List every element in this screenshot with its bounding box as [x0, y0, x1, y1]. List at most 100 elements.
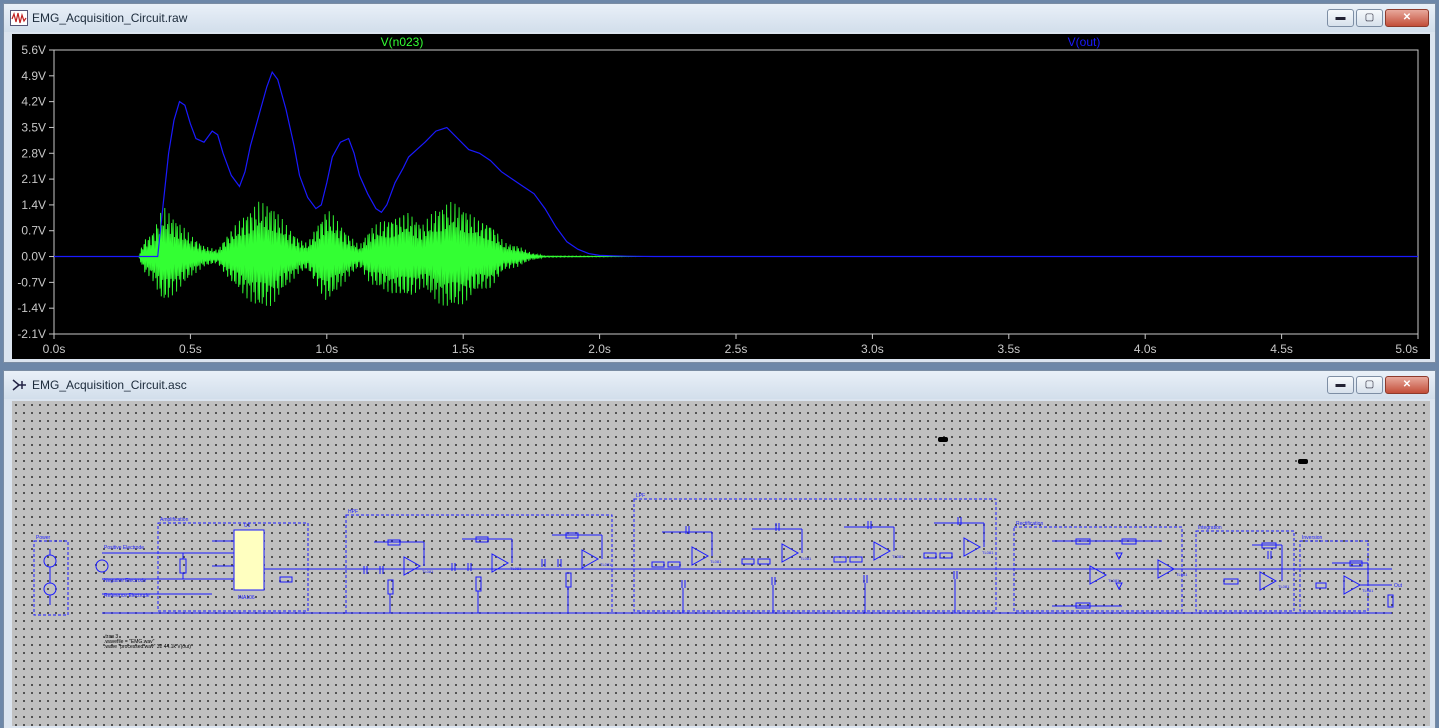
hpf-opamp-2 [491, 553, 510, 573]
y-tick-label: 4.9V [21, 69, 46, 83]
opamp-part-label: TL081 [600, 562, 612, 567]
waveform-window: EMG_Acquisition_Circuit.raw ▬ ▢ ✕ 5.6V 4.… [3, 3, 1436, 363]
schematic-window-title: EMG_Acquisition_Circuit.asc [32, 378, 187, 392]
hpf-opamp-3 [581, 549, 600, 569]
block-amplification-label: Amplification [160, 517, 189, 523]
marker [1298, 459, 1308, 464]
x-tick-label: 4.5s [1270, 342, 1293, 356]
x-tick-label: 4.0s [1134, 342, 1157, 356]
waveform-plot[interactable]: 5.6V 4.9V 4.2V 3.5V 2.8V 2.1V 1.4V 0.7V 0.0V -0.7… [12, 34, 1430, 359]
voltage-source-2 [43, 582, 57, 596]
voltage-source-1 [43, 554, 57, 568]
x-tick-label: 5.0s [1395, 342, 1418, 356]
spice-directive: .wave "processed.wav" 32 44.1k V(out) [104, 644, 191, 650]
block-power-label: Power [36, 535, 51, 541]
opamp-part-label: TL081 [1176, 572, 1188, 577]
opamp-part-label: TL081 [510, 566, 522, 571]
resistor [1121, 538, 1137, 545]
close-button[interactable]: ✕ [1385, 376, 1429, 394]
resistor [667, 561, 681, 568]
marker [938, 437, 948, 442]
block-amplification-frame [157, 522, 309, 612]
y-tick-label: -1.4V [17, 301, 46, 315]
resistor [1315, 582, 1327, 589]
resistor [741, 558, 755, 565]
x-tick-label: 3.0s [861, 342, 884, 356]
resistor [1075, 602, 1091, 609]
resistor [923, 552, 937, 559]
y-tick-label: 5.6V [21, 43, 46, 57]
trace-label-vn023: V(n023) [381, 35, 424, 49]
rectifier-opamp-2 [1157, 559, 1176, 579]
block-hpf-label: HPF [348, 509, 358, 515]
inverter-opamp [1343, 575, 1362, 595]
maximize-button[interactable]: ▢ [1356, 9, 1383, 27]
block-lpf-frame [633, 498, 997, 612]
y-tick-label: 3.5V [21, 120, 46, 134]
resistor [387, 579, 394, 595]
resistor [651, 561, 665, 568]
close-button[interactable]: ✕ [1385, 9, 1429, 27]
lpf-opamp-4 [963, 537, 982, 557]
integrator-opamp [1259, 571, 1278, 591]
y-tick-label: 1.4V [21, 198, 46, 212]
block-power-frame [33, 540, 69, 616]
inamp-u1 [233, 529, 265, 591]
x-tick-label: 1.0s [315, 342, 338, 356]
waveform-app-icon [10, 10, 28, 26]
inamp-part-label: INA106 [238, 595, 255, 601]
block-hpf-frame [345, 514, 613, 614]
y-tick-label: 0.0V [21, 250, 46, 264]
opamp-part-label: TL081 [1108, 578, 1120, 583]
schematic-drawing[interactable]: Power Amplification HPF LPF Rectification Int… [12, 401, 1430, 726]
resistor [279, 576, 293, 583]
spice-directive: .wavefile = "EMG.wav" [104, 639, 155, 645]
minimize-button[interactable]: ▬ [1327, 376, 1354, 394]
positive-electrode-label: Positive Electrode [104, 545, 144, 551]
diode [1115, 552, 1123, 561]
gain-resistor [179, 558, 187, 574]
resistor [1387, 594, 1394, 608]
schematic-canvas[interactable]: Power Amplification HPF LPF Rectification Int… [12, 401, 1430, 726]
x-tick-label: 1.5s [452, 342, 475, 356]
resistor [939, 552, 953, 559]
minimize-button[interactable]: ▬ [1327, 9, 1354, 27]
schematic-titlebar[interactable]: EMG_Acquisition_Circuit.asc ▬ ▢ ✕ [4, 371, 1435, 399]
block-inversion-frame [1299, 540, 1369, 612]
waveform-titlebar[interactable]: EMG_Acquisition_Circuit.raw ▬ ▢ ✕ [4, 4, 1435, 32]
reference-electrode-label: Reference Electrode [104, 593, 150, 599]
waveform-window-title: EMG_Acquisition_Circuit.raw [32, 11, 188, 25]
block-rectification-label: Rectification [1016, 521, 1043, 527]
x-tick-label: 2.0s [588, 342, 611, 356]
opamp-part-label: TL081 [982, 550, 994, 555]
lpf-opamp-2 [781, 543, 800, 563]
series-vout-line [54, 70, 1418, 258]
output-label: Out [1394, 583, 1403, 589]
resistor [1075, 538, 1091, 545]
rectifier-opamp-1 [1089, 565, 1108, 585]
block-inversion-label: Inversion [1302, 535, 1323, 541]
maximize-button[interactable]: ▢ [1356, 376, 1383, 394]
spice-directive: .tran 3 [104, 634, 118, 640]
y-tick-label: 2.8V [21, 146, 46, 160]
resistor [565, 572, 572, 588]
resistor [757, 558, 771, 565]
x-tick-label: 0.0s [43, 342, 66, 356]
opamp-part-label: TL081 [800, 556, 812, 561]
x-tick-label: 2.5s [725, 342, 748, 356]
series-vn023-line [54, 201, 655, 307]
schematic-window: EMG_Acquisition_Circuit.asc ▬ ▢ ✕ Power A… [3, 370, 1436, 728]
resistor [1223, 578, 1239, 585]
x-tick-label: 3.5s [997, 342, 1020, 356]
block-integration-frame [1195, 530, 1295, 612]
schematic-app-icon [12, 379, 26, 391]
opamp-part-label: TL081 [710, 559, 722, 564]
opamp-part-label: TL081 [1278, 584, 1290, 589]
resistor [849, 556, 863, 563]
lpf-opamp-1 [691, 546, 710, 566]
opamp-part-label: TL081 [1362, 588, 1374, 593]
hpf-opamp-1 [403, 556, 422, 576]
waveform-chart[interactable]: 5.6V 4.9V 4.2V 3.5V 2.8V 2.1V 1.4V 0.7V 0.0V -0.7… [12, 34, 1430, 359]
diode [1115, 582, 1123, 591]
negative-electrode-label: Negative Electrode [104, 578, 146, 584]
